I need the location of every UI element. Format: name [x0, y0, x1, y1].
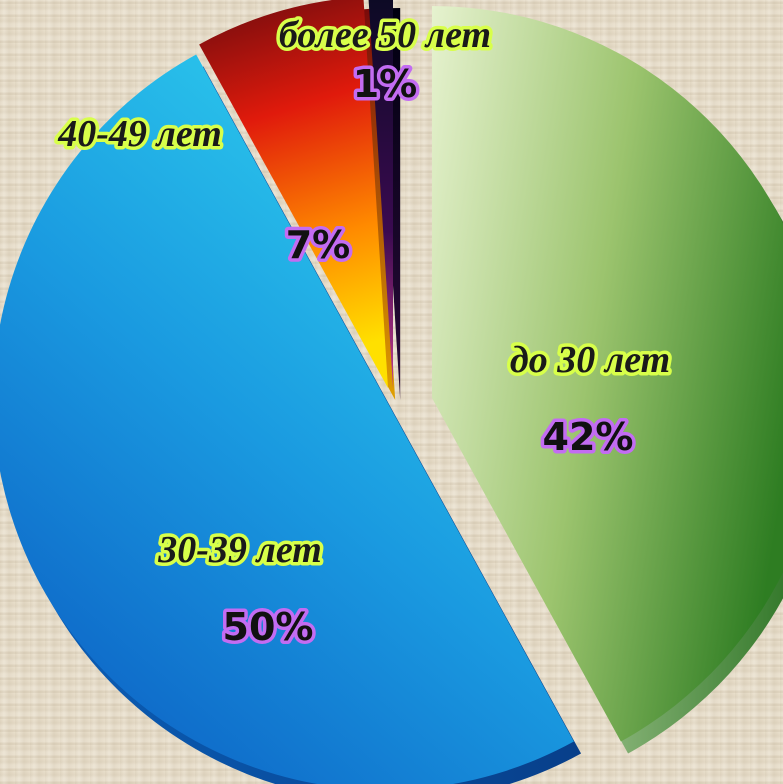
pie-slice-3: [199, 0, 388, 388]
slice-category-label-2: 30-39 лет: [157, 529, 322, 571]
pie-slice-4: [368, 0, 393, 388]
slice-value-label-4: 1%: [353, 62, 418, 106]
slice-value-label-2: 50%: [223, 605, 314, 649]
slice-value-label-1: 42%: [543, 415, 634, 459]
slice-category-label-4: более 50 лет: [279, 14, 491, 56]
slice-category-label-1: до 30 лет: [510, 339, 670, 381]
pie-slice-1: [432, 6, 783, 742]
pie-slice-2: [0, 54, 574, 784]
slice-category-label-3: 40-49 лет: [57, 113, 222, 155]
slice-value-label-3: 7%: [286, 223, 351, 267]
